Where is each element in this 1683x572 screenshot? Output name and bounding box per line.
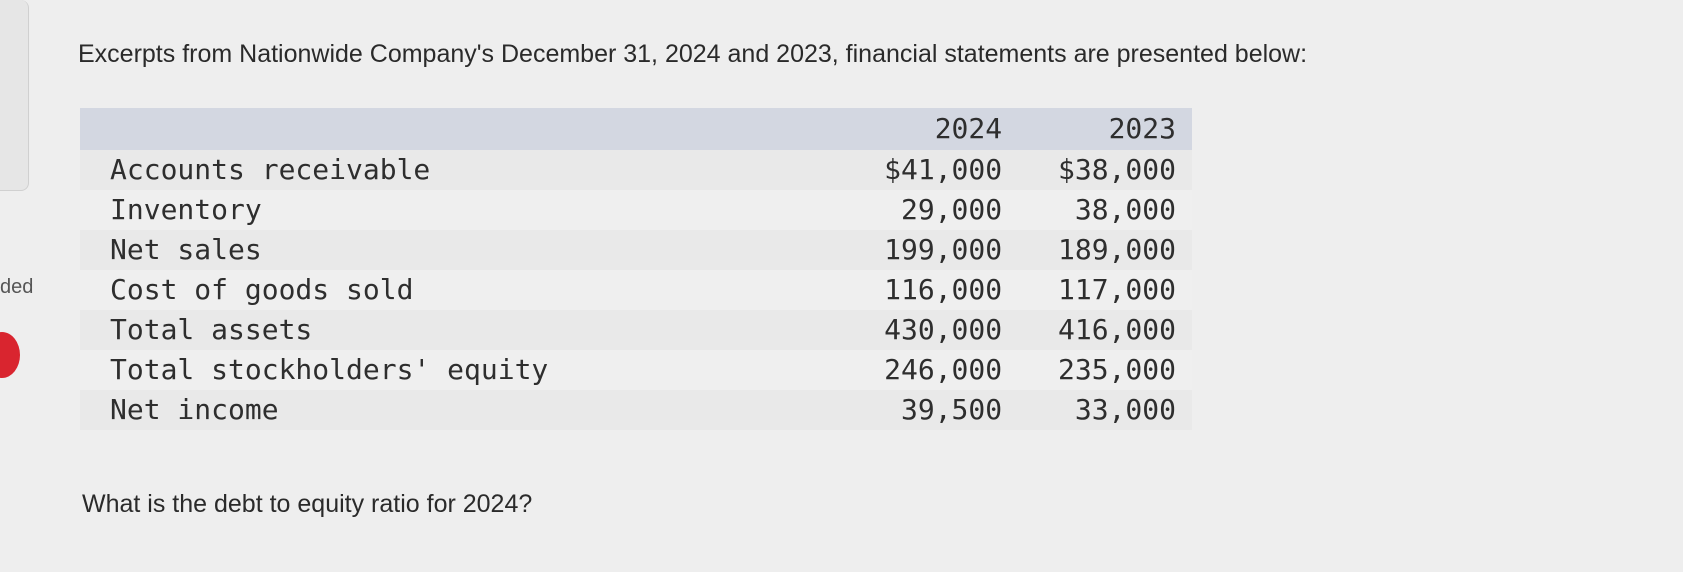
table-row: Cost of goods sold 116,000 117,000 — [80, 270, 1192, 310]
header-year-2024: 2024 — [934, 112, 1003, 145]
value-2023: 416,000 — [1057, 313, 1176, 346]
value-2024: 430,000 — [884, 313, 1003, 346]
table-row: Net income 39,500 33,000 — [80, 390, 1192, 430]
header-label-cell — [80, 108, 844, 150]
value-2023: 117,000 — [1057, 273, 1176, 306]
header-year-2023: 2023 — [1108, 112, 1176, 145]
row-label: Net sales — [110, 233, 262, 266]
value-2024: 116,000 — [884, 273, 1003, 306]
row-label: Accounts receivable — [110, 153, 431, 186]
table-row: Inventory 29,000 38,000 — [80, 190, 1192, 230]
table-row: Net sales 199,000 189,000 — [80, 230, 1192, 270]
question-text: What is the debt to equity ratio for 202… — [82, 490, 533, 518]
side-partial-label: ded — [0, 276, 34, 298]
value-2023: 235,000 — [1057, 353, 1176, 386]
value-2024: 199,000 — [884, 233, 1003, 266]
value-2023: 38,000 — [1074, 193, 1176, 226]
value-2024: 246,000 — [884, 353, 1003, 386]
value-2024: 39,500 — [900, 393, 1003, 426]
value-2023: 33,000 — [1074, 393, 1176, 426]
table-row: Total assets 430,000 416,000 — [80, 310, 1192, 350]
value-2023: 189,000 — [1057, 233, 1176, 266]
row-label: Total stockholders' equity — [110, 353, 549, 386]
value-2023: $38,000 — [1057, 153, 1176, 186]
table-row: Accounts receivable $41,000 $38,000 — [80, 150, 1192, 190]
financial-table: 2024 2023 Accounts receivable $41,000 $3… — [80, 108, 1192, 430]
row-label: Net income — [110, 393, 279, 426]
intro-text: Excerpts from Nationwide Company's Decem… — [78, 40, 1308, 68]
row-label: Cost of goods sold — [110, 273, 414, 306]
table-header-row: 2024 2023 — [80, 108, 1192, 150]
table-row: Total stockholders' equity 246,000 235,0… — [80, 350, 1192, 390]
left-side-panel — [0, 0, 29, 191]
value-2024: 29,000 — [900, 193, 1003, 226]
value-2024: $41,000 — [884, 153, 1003, 186]
row-label: Total assets — [110, 313, 313, 346]
alert-dot-icon — [0, 332, 20, 378]
row-label: Inventory — [110, 193, 262, 226]
